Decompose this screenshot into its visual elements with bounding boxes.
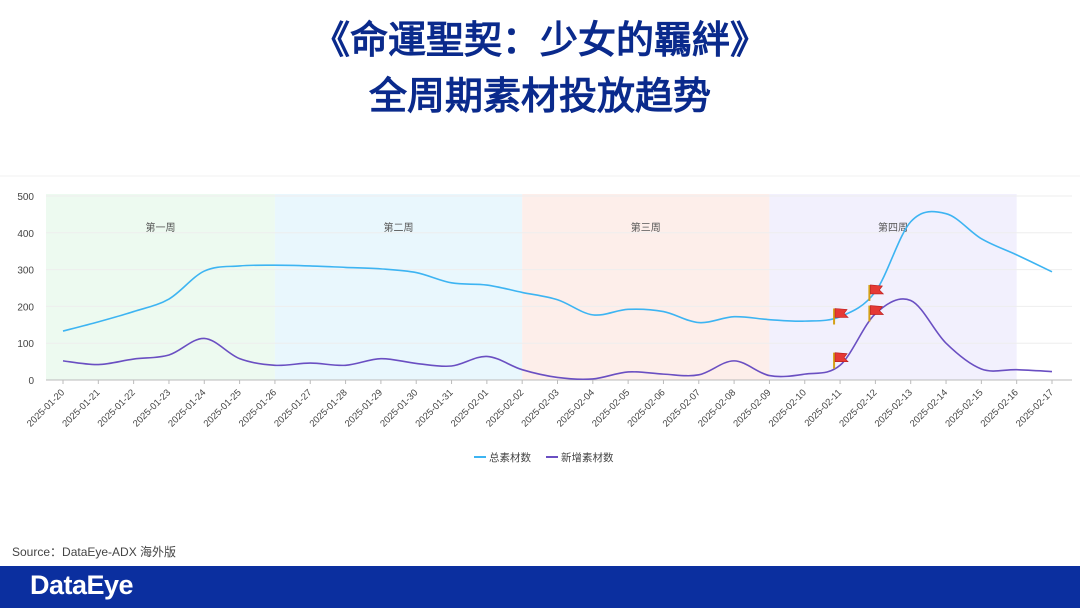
week-band-label: 第四周 xyxy=(878,221,908,234)
week-band-label: 第一周 xyxy=(145,221,175,234)
flag-marker xyxy=(833,308,849,325)
series-line-new xyxy=(62,298,1053,381)
dataeye-logo: DataEye xyxy=(30,570,134,600)
y-tick-label: 0 xyxy=(28,376,34,387)
y-tick-label: 400 xyxy=(17,229,34,240)
flag-marker xyxy=(868,284,885,301)
y-tick-label: 500 xyxy=(17,192,34,203)
y-tick-label: 300 xyxy=(17,266,34,277)
flag-cloth xyxy=(870,284,885,295)
week-band xyxy=(274,194,523,380)
x-tick-label: 2025-02-10 xyxy=(767,387,809,429)
legend-item-new: 新增素材数 xyxy=(561,451,614,464)
footer-bar: DataEye xyxy=(0,566,1080,608)
week-band xyxy=(46,194,275,380)
source-note: Source：DataEye-ADX 海外版 xyxy=(12,545,177,559)
y-tick-label: 100 xyxy=(17,339,34,350)
chart-title-line1: 《命運聖契：少女的羈絆》 xyxy=(311,18,768,62)
line-chart: 第一周 第二周 第三周 第四周01002003004005002025-01-2020… xyxy=(0,175,1080,464)
series-line-total xyxy=(62,210,1053,332)
flag-cloth xyxy=(834,308,849,318)
flag-marker xyxy=(868,305,885,322)
legend-item-total: 总素材数 xyxy=(489,451,531,464)
week-band xyxy=(769,194,1017,380)
flag-marker xyxy=(833,352,849,369)
flag-cloth xyxy=(870,305,885,315)
y-tick-label: 200 xyxy=(17,302,34,313)
week-band xyxy=(522,194,770,380)
x-tick-label: 2025-02-17 xyxy=(1014,387,1056,429)
week-band-label: 第二周 xyxy=(384,221,414,234)
flag-cloth xyxy=(834,352,849,362)
week-band-label: 第三周 xyxy=(631,221,661,234)
chart-title-line2: 全周期素材投放趋势 xyxy=(368,74,711,118)
